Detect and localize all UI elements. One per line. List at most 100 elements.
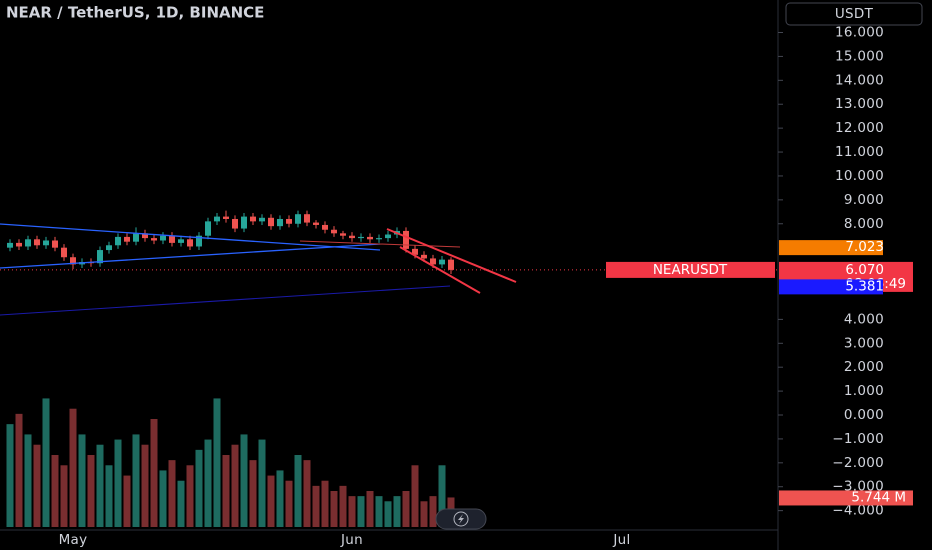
volume-bar: [267, 475, 275, 527]
candle-body: [367, 236, 373, 240]
volume-bar: [60, 465, 68, 527]
candle-body: [421, 254, 427, 259]
y-tick-label: 9.000: [844, 192, 884, 208]
symbol-badge: [606, 261, 775, 278]
candle-body: [43, 240, 49, 246]
candle-body: [169, 235, 175, 243]
candle-body: [304, 214, 310, 223]
volume-bar: [114, 439, 122, 527]
price-badge-label: 6.070: [845, 262, 884, 278]
y-tick-label: 1.000: [844, 383, 884, 399]
x-tick-label: May: [59, 532, 88, 548]
volume-bar: [294, 455, 302, 527]
candle-body: [115, 236, 121, 246]
volume-bar: [420, 501, 428, 527]
candle-body: [277, 218, 283, 227]
volume-bar: [6, 424, 14, 527]
volume-bar: [402, 491, 410, 527]
chart-title: NEAR / TetherUS, 1D, BINANCE: [6, 4, 264, 22]
candle-body: [178, 239, 184, 243]
candle-body: [25, 239, 31, 247]
y-tick-label: 10.000: [835, 168, 884, 184]
candle-body: [313, 222, 319, 225]
candle-body: [61, 247, 67, 258]
y-tick-label: −4.000: [832, 503, 884, 519]
candle-body: [52, 240, 58, 248]
x-tick-label: Jul: [612, 532, 630, 548]
price-badge-label: 5.381: [845, 278, 884, 294]
volume-bar: [330, 491, 338, 527]
volume-bar: [375, 496, 383, 527]
volume-bar: [15, 413, 23, 527]
volume-bar: [51, 455, 59, 527]
volume-bar: [213, 398, 221, 527]
trendline: [0, 223, 381, 251]
currency-label[interactable]: USDT: [835, 6, 874, 22]
volume-bar: [24, 434, 32, 527]
candle-body: [259, 217, 265, 222]
volume-bar: [339, 485, 347, 527]
price-badge: [779, 279, 883, 295]
y-tick-label: 8.000: [844, 216, 884, 232]
volume-bar: [366, 491, 374, 527]
candle-body: [34, 239, 40, 246]
candle-body: [430, 258, 436, 265]
trendline: [0, 285, 451, 316]
volume-bar: [429, 496, 437, 527]
candle-body: [349, 235, 355, 239]
y-tick-label: −2.000: [832, 455, 884, 471]
candle-body: [412, 248, 418, 255]
candle-body: [223, 216, 229, 219]
trendline: [299, 240, 461, 248]
currency-button[interactable]: [785, 2, 923, 26]
candle-body: [295, 214, 301, 224]
y-tick-label: 13.000: [835, 96, 884, 112]
volume-bar: [303, 460, 311, 527]
volume-bar: [240, 434, 248, 527]
candle-body: [403, 230, 409, 249]
volume-bar: [141, 444, 149, 527]
volume-bar: [78, 434, 86, 527]
volume-bar: [168, 460, 176, 527]
volume-bar: [357, 496, 365, 527]
candle-body: [124, 236, 130, 242]
volume-bar: [222, 455, 230, 527]
volume-bar: [276, 470, 284, 527]
volume-bar: [159, 470, 167, 527]
volume-bar: [42, 398, 50, 527]
candle-body: [133, 233, 139, 242]
candle-body: [160, 235, 166, 241]
lightning-button[interactable]: [435, 508, 487, 530]
candle-body: [142, 233, 148, 239]
y-tick-label: 0.000: [844, 407, 884, 423]
volume-bar: [321, 480, 329, 527]
y-tick-label: 3.000: [844, 335, 884, 351]
volume-bar: [249, 460, 257, 527]
candle-body: [232, 218, 238, 229]
candle-body: [16, 242, 22, 247]
candle-body: [97, 250, 103, 264]
candle-body: [214, 216, 220, 222]
volume-badge: [779, 490, 913, 506]
y-tick-label: 14.000: [835, 72, 884, 88]
volume-bar: [132, 434, 140, 527]
volume-bar: [384, 501, 392, 527]
volume-bar: [150, 419, 158, 527]
candle-body: [106, 245, 112, 251]
candle-body: [151, 238, 157, 241]
volume-bar: [177, 480, 185, 527]
candle-body: [340, 233, 346, 236]
volume-bar: [105, 465, 113, 527]
volume-bar: [69, 408, 77, 527]
candle-body: [322, 224, 328, 230]
candle-body: [196, 235, 202, 247]
volume-bar: [348, 496, 356, 527]
candle-body: [331, 229, 337, 234]
volume-bar: [258, 439, 266, 527]
symbol-label: NEARUSDT: [653, 262, 728, 278]
y-tick-label: 16.000: [835, 25, 884, 41]
candle-body: [376, 238, 382, 240]
volume-bar: [393, 496, 401, 527]
volume-bar: [231, 444, 239, 527]
